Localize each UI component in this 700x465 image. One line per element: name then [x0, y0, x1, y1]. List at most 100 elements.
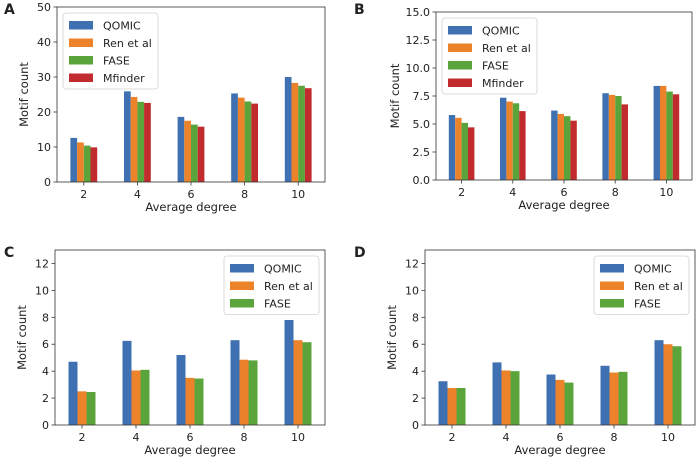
y-tick-label: 8 — [42, 311, 49, 324]
bar — [144, 102, 151, 182]
bar — [672, 94, 680, 180]
legend-label: FASE — [103, 55, 130, 68]
bar — [244, 101, 252, 182]
bar — [557, 113, 564, 180]
bar — [492, 362, 502, 425]
y-axis-label: Motif count — [385, 305, 399, 370]
bar — [130, 96, 138, 182]
y-tick-label: 10 — [35, 284, 49, 297]
bar — [666, 91, 673, 180]
bar — [176, 355, 186, 425]
y-tick-label: 0 — [42, 419, 49, 432]
bar — [239, 359, 249, 425]
y-tick-label: 15.0 — [406, 6, 431, 19]
legend-swatch — [230, 281, 254, 290]
x-tick-label: 4 — [509, 186, 516, 199]
bar — [284, 77, 292, 182]
x-tick-label: 6 — [187, 431, 194, 444]
legend-label: Ren et al — [103, 37, 152, 50]
bar — [137, 101, 145, 182]
legend-box — [441, 17, 538, 95]
bar — [184, 120, 191, 182]
bar — [86, 392, 96, 425]
y-tick-label: 20 — [37, 106, 51, 119]
bar — [77, 391, 87, 425]
bar — [248, 360, 258, 425]
y-tick-label: 12 — [405, 257, 419, 270]
bar — [621, 104, 628, 180]
legend-swatch — [230, 299, 254, 308]
bar — [609, 372, 619, 425]
subplot-a: A 0 10 20 30 40 50 2 4 6 8 10 Average degree Motif co… — [4, 1, 326, 214]
y-tick-label: 30 — [37, 71, 51, 84]
legend-label: QOMIC — [264, 263, 302, 276]
legend-label: Ren et al — [634, 280, 683, 293]
x-tick-label: 6 — [188, 188, 195, 201]
y-axis-label: Motif count — [388, 63, 402, 128]
y-axis-label: Motif count — [17, 62, 31, 127]
legend-label: FASE — [482, 60, 509, 73]
y-tick-label: 4 — [42, 365, 49, 378]
legend-label: Ren et al — [264, 280, 313, 293]
y-tick-label: 50 — [37, 1, 51, 14]
bar — [447, 387, 457, 425]
x-axis-label: Average degree — [518, 198, 609, 212]
bar — [461, 122, 468, 180]
bar — [231, 93, 238, 182]
bar — [122, 340, 132, 425]
panel-label: C — [4, 245, 14, 261]
bar — [501, 370, 511, 425]
y-tick-label: 0 — [44, 176, 51, 189]
y-tick-label: 0.0 — [413, 174, 431, 187]
bar — [90, 147, 98, 182]
x-tick-label: 8 — [241, 188, 248, 201]
y-tick-label: 12 — [35, 257, 49, 270]
bar — [500, 97, 507, 180]
bar — [251, 103, 258, 182]
subplot-d: D 0 2 4 6 8 10 12 2 4 6 8 10 Average degree Motif coun… — [354, 245, 696, 457]
bar — [570, 120, 577, 180]
bar — [564, 382, 574, 425]
x-tick-label: 6 — [561, 186, 568, 199]
bar — [618, 371, 628, 425]
x-tick-label: 10 — [661, 431, 675, 444]
bar — [455, 117, 462, 180]
y-tick-label: 5.0 — [413, 118, 431, 131]
legend-swatch — [448, 43, 472, 52]
bar — [663, 344, 673, 425]
bar — [302, 342, 312, 425]
legend-swatch — [69, 73, 93, 82]
bar — [124, 91, 131, 182]
bar — [304, 88, 312, 182]
y-tick-label: 6 — [412, 338, 419, 351]
bar — [506, 101, 513, 180]
bar — [177, 116, 185, 182]
bar — [237, 97, 245, 182]
bar — [68, 361, 78, 425]
legend-swatch — [69, 56, 93, 65]
bar — [555, 379, 565, 425]
x-tick-label: 4 — [134, 188, 141, 201]
bar — [546, 374, 556, 425]
legend-swatch — [600, 281, 624, 290]
bar — [77, 142, 84, 182]
legend-box — [62, 12, 159, 90]
y-axis-label: Motif count — [15, 305, 29, 370]
y-tick-label: 10.0 — [406, 62, 431, 75]
x-tick-label: 8 — [612, 186, 619, 199]
legend-label: FASE — [264, 298, 291, 311]
bar — [131, 370, 141, 425]
bar — [602, 93, 609, 180]
bar — [438, 381, 448, 425]
legend-swatch — [448, 61, 472, 70]
legend-swatch — [448, 78, 472, 87]
legend-swatch — [230, 264, 254, 273]
x-axis-label: Average degree — [144, 443, 235, 457]
y-tick-label: 12.5 — [406, 34, 431, 47]
x-tick-label: 10 — [659, 186, 673, 199]
y-tick-label: 8 — [412, 311, 419, 324]
legend-label: Ren et al — [482, 42, 531, 55]
legend-label: QOMIC — [634, 263, 672, 276]
legend-label: Mfinder — [103, 72, 145, 85]
x-tick-label: 10 — [291, 431, 305, 444]
